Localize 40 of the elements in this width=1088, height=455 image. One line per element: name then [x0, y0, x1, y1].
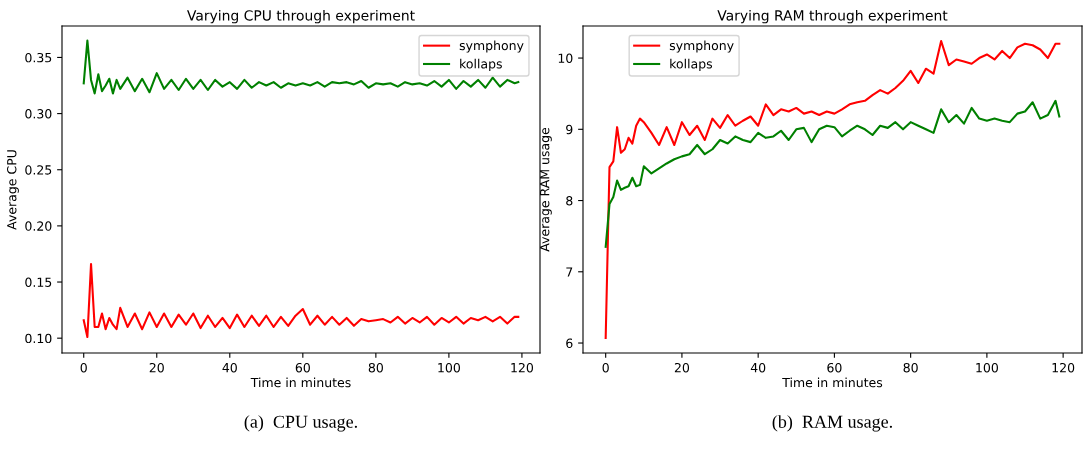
- y-tick-label: 10: [558, 53, 573, 63]
- x-tick-label: 120: [511, 362, 534, 373]
- x-tick-label: 80: [903, 362, 918, 373]
- text: (a) CPU usage.: [244, 415, 357, 432]
- y-tick-label: 6: [566, 338, 573, 348]
- y-tick-label: 0.20: [25, 221, 52, 231]
- text: (b) RAM usage.: [772, 415, 892, 432]
- x-tick-label: 60: [295, 362, 310, 373]
- legend-label: kollaps: [670, 58, 713, 71]
- x-tick-label: 60: [827, 362, 842, 373]
- x-axis-title: Time in minutes: [250, 377, 351, 388]
- x-tick-label: 100: [976, 362, 998, 373]
- x-tick-label: 0: [602, 362, 609, 373]
- legend-label: symphony: [669, 40, 734, 53]
- line-series: [604, 99, 1061, 248]
- y-tick-label: 0.25: [25, 165, 52, 175]
- y-tick-label: 9: [566, 124, 573, 135]
- line-series: [604, 39, 1061, 340]
- x-tick-label: 0: [80, 362, 87, 373]
- y-tick-label: 8: [566, 196, 573, 206]
- x-tick-label: 20: [149, 362, 164, 373]
- x-tick-label: 40: [750, 362, 766, 373]
- chart-title: Varying RAM through experiment: [717, 9, 948, 24]
- x-tick-label: 40: [222, 362, 237, 373]
- legend-label: symphony: [459, 40, 524, 53]
- y-tick-label: 0.30: [25, 109, 52, 119]
- x-tick-label: 80: [368, 362, 383, 373]
- y-tick-label: 0.15: [25, 277, 52, 287]
- x-tick-label: 20: [674, 362, 690, 373]
- y-tick-label: 0.10: [25, 333, 52, 344]
- x-axis-title: Time in minutes: [782, 377, 883, 388]
- y-tick-label: 7: [566, 267, 573, 277]
- legend-label: kollaps: [460, 58, 502, 71]
- y-axis-title: Average CPU: [7, 150, 19, 230]
- chart-title: Varying CPU through experiment: [187, 9, 415, 24]
- x-tick-label: 100: [438, 362, 460, 373]
- y-tick-label: 0.35: [25, 52, 52, 63]
- y-axis-title: Average RAM usage: [540, 127, 552, 252]
- line-series: [82, 263, 520, 339]
- x-tick-label: 120: [1052, 362, 1075, 373]
